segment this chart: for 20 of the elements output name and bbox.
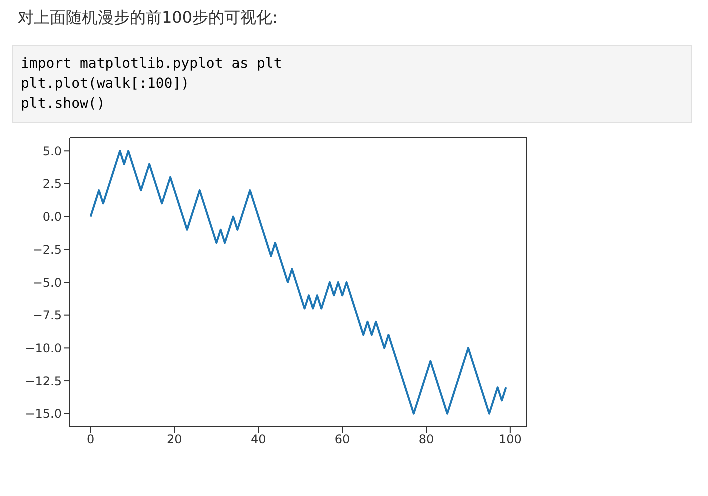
text: plt.plot(walk[:100]) — [21, 75, 191, 94]
x-tick-label: 0 — [86, 432, 95, 447]
y-tick-label: 5.0 — [42, 144, 62, 158]
chart-title: 对上面随机漫步的前100步的可视化: — [18, 8, 279, 29]
line-series — [90, 150, 508, 415]
y-tick-label: −5.0 — [32, 276, 62, 290]
y-tick-label: 0.0 — [42, 210, 62, 224]
y-tick-label: −10.0 — [25, 341, 62, 356]
y-tick-label: −7.5 — [32, 308, 62, 323]
y-tick-label: −15.0 — [25, 407, 62, 422]
text: plt.show() — [21, 95, 106, 114]
x-tick-label: 40 — [250, 432, 266, 447]
x-tick-label: 20 — [167, 432, 182, 447]
y-tick-label: 2.5 — [42, 177, 62, 192]
text: import matplotlib.pyplot as plt — [21, 55, 284, 74]
x-tick-label: 100 — [498, 432, 522, 447]
x-tick-label: 80 — [418, 432, 434, 447]
x-tick-label: 60 — [334, 432, 350, 447]
y-tick-label: −12.5 — [25, 374, 62, 388]
y-tick-label: −2.5 — [32, 242, 62, 257]
